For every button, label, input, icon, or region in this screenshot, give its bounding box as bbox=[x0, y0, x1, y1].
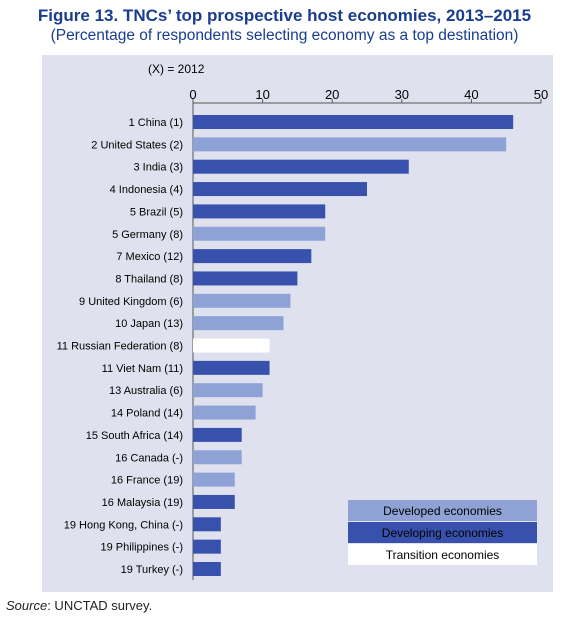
category-label: 13 Australia (6) bbox=[109, 385, 183, 397]
category-label: 16 Canada (-) bbox=[115, 452, 183, 464]
category-label: 11 Russian Federation (8) bbox=[57, 341, 183, 353]
legend-swatch bbox=[348, 522, 537, 543]
bar bbox=[193, 293, 291, 308]
x-tick-label: 0 bbox=[189, 87, 196, 102]
bar bbox=[193, 494, 235, 509]
legend-label: Developing economies bbox=[382, 526, 503, 540]
category-label: 1 China (1) bbox=[129, 117, 183, 129]
category-label: 8 Thailand (8) bbox=[115, 273, 183, 285]
category-label: 11 Viet Nam (11) bbox=[102, 363, 183, 375]
bar bbox=[193, 137, 507, 152]
bar bbox=[193, 271, 298, 286]
bar bbox=[193, 539, 221, 554]
category-label: 15 South Africa (14) bbox=[86, 430, 183, 442]
category-label: 5 Brazil (5) bbox=[130, 206, 183, 218]
category-label: 3 India (3) bbox=[133, 162, 183, 174]
chart-subtitle: (Percentage of respondents selecting eco… bbox=[50, 27, 519, 44]
category-label: 14 Poland (14) bbox=[111, 408, 183, 420]
x-tick-label: 40 bbox=[464, 87, 478, 102]
x-tick-label: 30 bbox=[395, 87, 409, 102]
category-label: 4 Indonesia (4) bbox=[110, 184, 183, 196]
bar bbox=[193, 405, 256, 420]
bar bbox=[193, 159, 409, 174]
year-note: (X) = 2012 bbox=[148, 62, 205, 76]
x-tick-label: 20 bbox=[325, 87, 339, 102]
chart-title: Figure 13. TNCs’ top prospective host ec… bbox=[37, 6, 532, 25]
bar bbox=[193, 115, 514, 129]
category-label: 16 France (19) bbox=[111, 475, 183, 487]
bar bbox=[193, 204, 326, 219]
category-label: 7 Mexico (12) bbox=[116, 251, 183, 263]
category-label: 2 United States (2) bbox=[91, 139, 183, 151]
category-label: 16 Malaysia (19) bbox=[102, 497, 183, 509]
x-tick-label: 50 bbox=[534, 87, 548, 102]
source-text: : UNCTAD survey. bbox=[47, 598, 153, 613]
category-label: 19 Hong Kong, China (-) bbox=[64, 519, 183, 531]
bar bbox=[193, 450, 242, 465]
category-label: 10 Japan (13) bbox=[115, 318, 183, 330]
bar bbox=[193, 472, 235, 487]
bar bbox=[193, 562, 221, 576]
bar bbox=[193, 249, 312, 264]
bar bbox=[193, 383, 263, 398]
bar bbox=[193, 226, 326, 241]
bar bbox=[193, 427, 242, 442]
bar bbox=[193, 517, 221, 532]
category-label: 5 Germany (8) bbox=[112, 229, 183, 241]
bar bbox=[193, 338, 270, 353]
x-tick-label: 10 bbox=[255, 87, 269, 102]
bar bbox=[193, 360, 270, 375]
category-label: 19 Turkey (-) bbox=[121, 564, 183, 576]
source-note: Source: UNCTAD survey. bbox=[6, 598, 152, 613]
legend-swatch bbox=[348, 500, 537, 521]
bar bbox=[193, 316, 284, 331]
legend-label: Transition economies bbox=[386, 548, 500, 562]
source-label: Source bbox=[6, 598, 48, 613]
legend-swatch bbox=[348, 544, 537, 565]
bar bbox=[193, 182, 367, 197]
legend-label: Developed economies bbox=[383, 504, 502, 518]
category-label: 9 United Kingdom (6) bbox=[79, 296, 183, 308]
category-label: 19 Philippines (-) bbox=[100, 542, 183, 554]
